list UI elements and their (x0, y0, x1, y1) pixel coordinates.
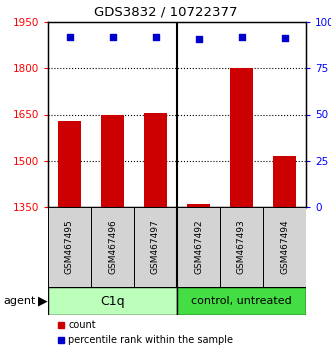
Bar (230, 68, 253, 207)
Point (196, 36, 201, 41)
Text: GSM467495: GSM467495 (65, 219, 74, 274)
Text: GSM467494: GSM467494 (280, 220, 289, 274)
Bar (263, 207, 306, 287)
Bar (177, 207, 220, 287)
Bar (48, 207, 91, 287)
Point (153, 34, 158, 40)
Bar (134, 207, 177, 287)
Bar (220, 207, 263, 287)
Text: GDS3832 / 10722377: GDS3832 / 10722377 (94, 5, 237, 18)
Point (239, 34, 244, 40)
Text: GSM467496: GSM467496 (108, 219, 117, 274)
Legend: count, percentile rank within the sample: count, percentile rank within the sample (53, 316, 237, 349)
Bar (91, 207, 134, 287)
Text: GSM467497: GSM467497 (151, 219, 160, 274)
Bar (58, 121, 81, 207)
Text: control, untreated: control, untreated (191, 296, 292, 306)
Point (67, 34, 72, 40)
Bar (101, 114, 124, 207)
Point (110, 34, 115, 40)
Bar (48, 287, 177, 315)
Bar (144, 113, 167, 207)
Bar (273, 156, 296, 207)
Bar (187, 204, 210, 207)
Bar (177, 287, 306, 315)
Text: C1q: C1q (100, 295, 125, 308)
Text: agent: agent (3, 296, 36, 306)
Text: ▶: ▶ (38, 295, 48, 308)
Text: GSM467493: GSM467493 (237, 219, 246, 274)
Point (282, 35, 287, 41)
Text: GSM467492: GSM467492 (194, 220, 203, 274)
